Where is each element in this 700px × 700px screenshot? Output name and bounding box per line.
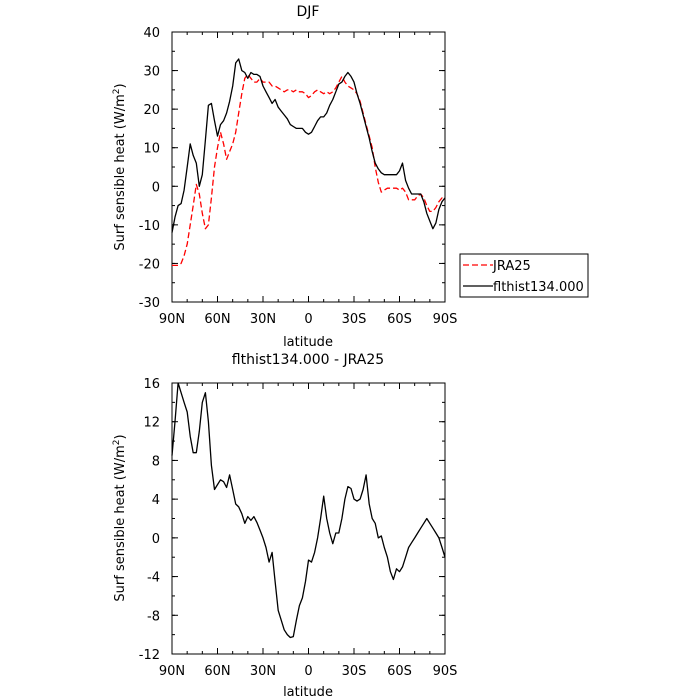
plot-frame — [171, 382, 446, 655]
x-tick-label: 30S — [342, 312, 367, 327]
series-line-series-1 — [171, 382, 446, 639]
y-tick-label: 30 — [143, 65, 160, 80]
legend: JRA25 flthist134.000 — [459, 253, 589, 298]
x-tick-label: 90N — [159, 664, 185, 679]
series-line-flthist134-000 — [171, 58, 446, 233]
y-tick-label: -4 — [147, 571, 160, 586]
x-tick-label: 60S — [387, 312, 412, 327]
x-axis-label: latitude — [283, 685, 333, 700]
x-tick-label: 60N — [204, 664, 230, 679]
y-tick-label: 0 — [152, 180, 160, 195]
x-tick-label: 90S — [433, 664, 458, 679]
x-tick-label: 60N — [204, 312, 230, 327]
y-tick-label: 20 — [143, 103, 160, 118]
series-lines — [171, 382, 446, 639]
x-tick-label: 60S — [387, 664, 412, 679]
x-tick-label: 30S — [342, 664, 367, 679]
y-axis-label: Surf sensible heat (W/m2) — [112, 83, 128, 250]
y-tick-label: 40 — [143, 26, 160, 41]
y-axis-label-sup: 2 — [112, 440, 122, 446]
axis-ticks: -30 -20 -10 0 10 20 30 40 90N 60N 30N 0 30S 60S 90S — [139, 26, 458, 327]
axis-ticks: -12 -8 -4 0 4 8 12 16 90N 60N 30N 0 30S 60S 90S — [139, 377, 458, 679]
x-tick-label: 30N — [250, 312, 276, 327]
y-tick-label: -20 — [139, 257, 160, 272]
legend-label-flthist: flthist134.000 — [493, 280, 584, 295]
y-tick-label: -12 — [139, 648, 160, 663]
y-tick-label: -30 — [139, 296, 160, 311]
y-axis-label-close: ) — [113, 434, 128, 439]
legend-box — [459, 253, 589, 298]
y-tick-label: 12 — [143, 416, 160, 431]
series-line-jra25 — [172, 73, 446, 267]
x-tick-label: 0 — [304, 312, 312, 327]
x-tick-label: 30N — [250, 664, 276, 679]
y-tick-label: 8 — [152, 454, 160, 469]
y-tick-label: -10 — [139, 219, 160, 234]
y-tick-label: -8 — [147, 609, 160, 624]
y-tick-label: 0 — [152, 532, 160, 547]
y-axis-label-close: ) — [113, 83, 128, 88]
djf-chart: DJF -30 -20 -10 0 10 20 30 40 90N 60N 30N 0 30S 60S 90… — [112, 4, 457, 350]
y-tick-label: 10 — [143, 142, 160, 157]
x-tick-label: 0 — [304, 664, 312, 679]
y-tick-label: 4 — [152, 493, 160, 508]
x-tick-label: 90S — [433, 312, 458, 327]
y-axis-label-sup: 2 — [112, 89, 122, 95]
chart-title: DJF — [297, 4, 320, 20]
difference-chart: flthist134.000 - JRA25 -12 -8 -4 0 4 8 12 16 90N… — [112, 352, 457, 700]
y-axis-label: Surf sensible heat (W/m2) — [112, 434, 128, 601]
chart-title: flthist134.000 - JRA25 — [232, 352, 384, 368]
y-axis-label-main: Surf sensible heat (W/m — [113, 94, 128, 250]
x-axis-label: latitude — [283, 335, 333, 350]
y-tick-label: 16 — [143, 377, 160, 392]
x-tick-label: 90N — [159, 312, 185, 327]
plot-frame — [171, 31, 446, 303]
series-lines — [171, 58, 446, 267]
legend-label-jra25: JRA25 — [492, 259, 531, 274]
y-axis-label-main: Surf sensible heat (W/m — [113, 445, 128, 601]
